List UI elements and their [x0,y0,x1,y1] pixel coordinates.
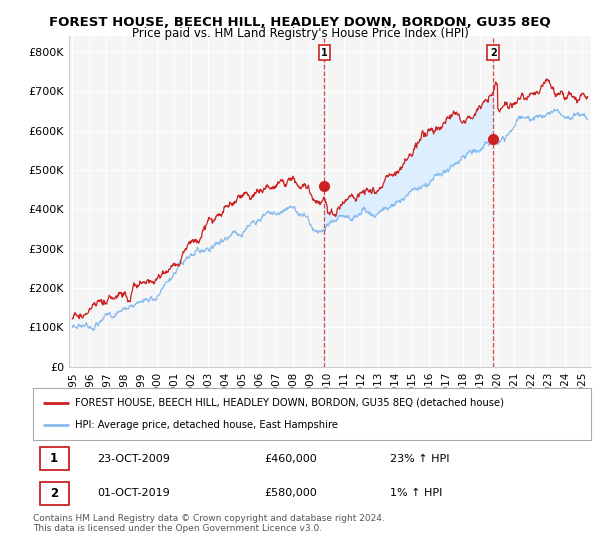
Text: FOREST HOUSE, BEECH HILL, HEADLEY DOWN, BORDON, GU35 8EQ (detached house): FOREST HOUSE, BEECH HILL, HEADLEY DOWN, … [75,398,504,408]
Text: 23-OCT-2009: 23-OCT-2009 [97,454,170,464]
Text: £580,000: £580,000 [265,488,317,498]
FancyBboxPatch shape [40,482,69,505]
Text: 23% ↑ HPI: 23% ↑ HPI [390,454,449,464]
Text: HPI: Average price, detached house, East Hampshire: HPI: Average price, detached house, East… [75,420,338,430]
Text: 2: 2 [50,487,58,500]
Text: Price paid vs. HM Land Registry's House Price Index (HPI): Price paid vs. HM Land Registry's House … [131,27,469,40]
FancyBboxPatch shape [40,447,69,470]
Text: 2: 2 [490,48,497,58]
Text: Contains HM Land Registry data © Crown copyright and database right 2024.
This d: Contains HM Land Registry data © Crown c… [33,514,385,533]
Text: 1: 1 [321,48,328,58]
Text: FOREST HOUSE, BEECH HILL, HEADLEY DOWN, BORDON, GU35 8EQ: FOREST HOUSE, BEECH HILL, HEADLEY DOWN, … [49,16,551,29]
Text: £460,000: £460,000 [265,454,317,464]
Text: 01-OCT-2019: 01-OCT-2019 [97,488,170,498]
Text: 1: 1 [50,452,58,465]
Text: 1% ↑ HPI: 1% ↑ HPI [390,488,442,498]
